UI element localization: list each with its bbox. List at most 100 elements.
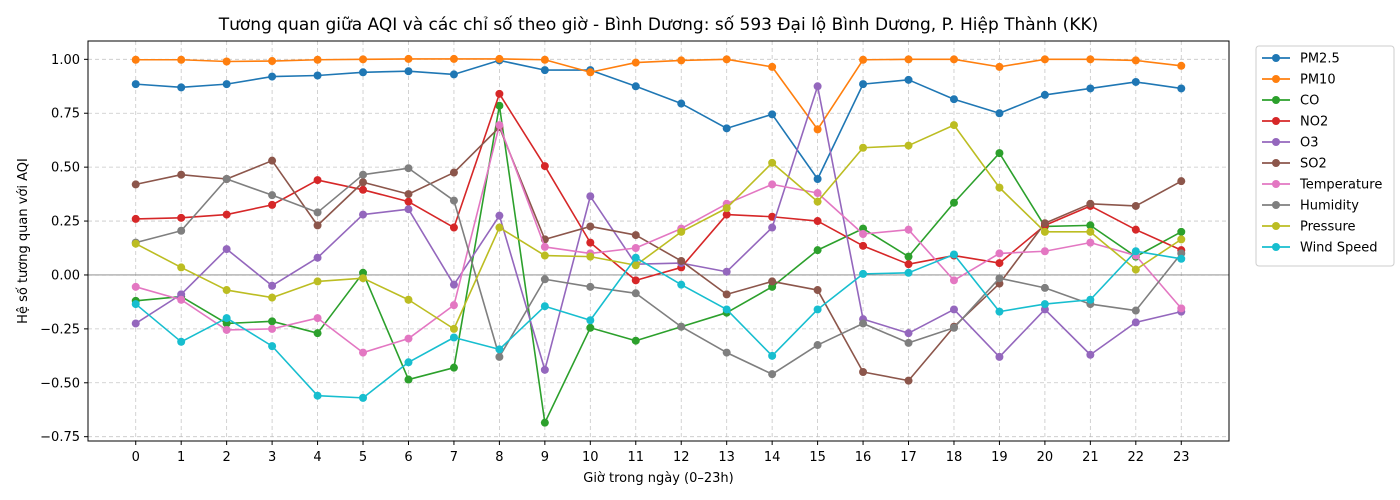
- x-tick-label: 12: [673, 450, 690, 465]
- x-tick-label: 20: [1037, 450, 1054, 465]
- data-point-pm10: [813, 125, 822, 134]
- data-point-pressure: [813, 197, 822, 206]
- data-point-humidity: [995, 274, 1004, 283]
- x-axis-label: Giờ trong ngày (0–23h): [583, 471, 733, 486]
- legend-marker-co: [1272, 96, 1280, 104]
- data-point-temperature: [268, 324, 277, 333]
- data-point-pm10: [1131, 56, 1140, 65]
- data-point-temperature: [313, 314, 322, 323]
- x-tick-label: 10: [582, 450, 599, 465]
- data-point-o3: [540, 365, 549, 374]
- data-point-no2: [859, 241, 868, 250]
- x-tick-label: 2: [223, 450, 231, 465]
- data-point-temperature: [768, 180, 777, 189]
- data-point-temperature: [1177, 304, 1186, 313]
- data-point-pm2-5: [313, 71, 322, 80]
- y-tick-label: 0.25: [51, 215, 80, 230]
- x-tick-label: 23: [1173, 450, 1190, 465]
- x-tick-label: 0: [132, 450, 140, 465]
- data-point-so2: [722, 290, 731, 299]
- data-point-so2: [677, 256, 686, 265]
- data-point-no2: [586, 238, 595, 247]
- data-point-pressure: [631, 261, 640, 270]
- series-line-wind-speed: [135, 250, 1182, 399]
- y-axis-label: Hệ số tương quan với AQI: [16, 158, 31, 324]
- data-point-co: [586, 323, 595, 332]
- data-point-pressure: [222, 286, 231, 295]
- series-line-pm2-5: [135, 59, 1182, 180]
- data-point-pm2-5: [949, 95, 958, 104]
- data-point-o3: [995, 352, 1004, 361]
- series-line-humidity: [135, 167, 1182, 375]
- data-point-co: [631, 336, 640, 345]
- data-point-humidity: [859, 319, 868, 328]
- data-point-wind-speed: [1086, 295, 1095, 304]
- data-point-co: [540, 418, 549, 427]
- data-point-wind-speed: [768, 351, 777, 360]
- data-point-humidity: [631, 289, 640, 298]
- legend-marker-humidity: [1272, 201, 1280, 209]
- data-point-temperature: [813, 189, 822, 198]
- data-point-wind-speed: [995, 307, 1004, 316]
- data-point-o3: [313, 253, 322, 262]
- data-point-pressure: [1086, 227, 1095, 236]
- data-point-temperature: [131, 282, 140, 291]
- data-point-pressure: [859, 143, 868, 152]
- data-point-no2: [268, 200, 277, 209]
- data-point-so2: [859, 367, 868, 376]
- data-point-pressure: [768, 158, 777, 167]
- data-point-no2: [495, 89, 504, 98]
- series-wind-speed: [131, 247, 1186, 402]
- data-point-pm10: [1086, 55, 1095, 64]
- data-point-humidity: [268, 191, 277, 200]
- data-point-pressure: [359, 274, 368, 283]
- data-point-no2: [904, 260, 913, 269]
- chart-title: Tương quan giữa AQI và các chỉ số theo g…: [218, 14, 1099, 35]
- series-layer: [131, 54, 1186, 427]
- data-point-temperature: [904, 225, 913, 234]
- data-point-temperature: [495, 121, 504, 130]
- data-point-wind-speed: [449, 333, 458, 342]
- data-point-pm2-5: [131, 80, 140, 89]
- legend-label-o3: O3: [1300, 136, 1319, 151]
- x-tick-label: 3: [268, 450, 276, 465]
- data-point-wind-speed: [268, 342, 277, 351]
- data-point-pm10: [540, 55, 549, 64]
- data-point-temperature: [449, 301, 458, 310]
- data-point-wind-speed: [586, 316, 595, 325]
- y-tick-label: 1.00: [51, 53, 80, 68]
- data-point-pm10: [1040, 55, 1049, 64]
- data-point-wind-speed: [540, 302, 549, 311]
- data-point-temperature: [222, 325, 231, 334]
- data-point-pm2-5: [1131, 77, 1140, 86]
- data-point-pm10: [722, 55, 731, 64]
- data-point-co: [813, 246, 822, 255]
- data-point-so2: [631, 231, 640, 240]
- data-point-co: [404, 375, 413, 384]
- data-point-wind-speed: [1177, 254, 1186, 263]
- data-point-pressure: [404, 295, 413, 304]
- data-point-pm2-5: [995, 109, 1004, 118]
- legend: PM2.5 PM10 CO NO2 O3 SO2 Temperature Humidity Pr…: [1255, 45, 1395, 267]
- data-point-pressure: [449, 324, 458, 333]
- data-point-pressure: [1131, 265, 1140, 274]
- legend-frame: [1255, 45, 1395, 267]
- data-point-o3: [1131, 318, 1140, 327]
- data-point-no2: [359, 185, 368, 194]
- data-point-temperature: [949, 276, 958, 285]
- data-point-so2: [268, 156, 277, 165]
- x-tick-label: 1: [177, 450, 185, 465]
- data-point-o3: [495, 211, 504, 220]
- data-point-pressure: [722, 204, 731, 213]
- data-point-humidity: [1040, 283, 1049, 292]
- data-point-humidity: [177, 226, 186, 235]
- data-point-pm2-5: [404, 67, 413, 76]
- y-tick-label: 0.50: [51, 161, 80, 176]
- y-tick-label: −0.50: [40, 376, 80, 391]
- y-tick-label: −0.75: [40, 430, 80, 445]
- data-point-wind-speed: [904, 268, 913, 277]
- data-point-pm10: [404, 54, 413, 63]
- data-point-no2: [722, 210, 731, 219]
